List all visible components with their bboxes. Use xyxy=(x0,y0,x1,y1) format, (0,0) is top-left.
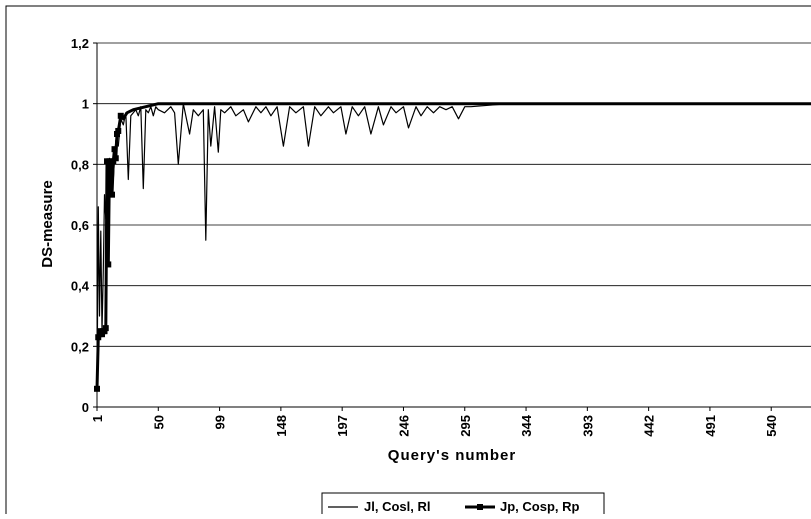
series-2-marker xyxy=(107,161,114,168)
legend-label-series-2: Jp, Cosp, Rp xyxy=(500,499,580,514)
x-tick-label: 197 xyxy=(335,415,350,437)
series-2-marker xyxy=(105,261,112,268)
x-tick-label: 442 xyxy=(642,415,657,437)
series-2-marker xyxy=(114,131,121,137)
series-2-marker xyxy=(112,155,119,162)
y-tick-labels: 0 0,2 0,4 0,6 0,8 1 1,2 xyxy=(71,36,97,415)
x-tick-labels: 1 50 99 148 197 246 295 344 393 442 491 540 xyxy=(90,407,779,437)
legend-label-series-1: Jl, Cosl, Rl xyxy=(364,499,430,514)
series-2-marker xyxy=(110,158,117,165)
series-2-marker xyxy=(95,334,102,341)
series-2-marker xyxy=(109,191,116,198)
x-tick-label: 1 xyxy=(90,415,105,422)
y-tick-label: 1,2 xyxy=(71,36,89,51)
x-tick-label: 148 xyxy=(274,415,289,437)
series-2-marker xyxy=(115,127,122,134)
x-tick-label: 246 xyxy=(396,415,411,437)
series-2-marker xyxy=(94,385,100,392)
x-tick-label: 50 xyxy=(151,415,166,429)
legend-marker-series-2 xyxy=(477,504,483,510)
series-2-marker xyxy=(101,328,108,335)
y-tick-label: 1 xyxy=(82,97,89,112)
y-tick-label: 0 xyxy=(82,400,89,415)
y-tick-label: 0,2 xyxy=(71,339,89,354)
x-tick-label: 344 xyxy=(519,414,534,436)
x-tick-label: 393 xyxy=(580,415,595,437)
series-2-marker xyxy=(106,158,113,165)
x-tick-label: 295 xyxy=(458,415,473,437)
series-lines xyxy=(94,102,811,392)
y-tick-label: 0,8 xyxy=(71,157,89,172)
x-tick-label: 491 xyxy=(703,415,718,437)
series-2-marker xyxy=(117,112,124,119)
series-2-marker xyxy=(102,325,109,332)
series-2-marker xyxy=(111,146,118,153)
x-tick-label: 99 xyxy=(213,415,228,429)
gridlines xyxy=(97,42,811,347)
y-tick-label: 0,6 xyxy=(71,218,89,233)
legend: Jl, Cosl, Rl Jp, Cosp, Rp xyxy=(321,492,605,519)
series-2-marker xyxy=(99,331,106,338)
x-tick-label: 540 xyxy=(764,415,779,437)
y-tick-label: 0,4 xyxy=(71,279,90,294)
chart-frame xyxy=(5,5,811,519)
y-axis-title: DS-measure xyxy=(39,180,56,268)
x-axis-title: Query's number xyxy=(388,447,516,464)
